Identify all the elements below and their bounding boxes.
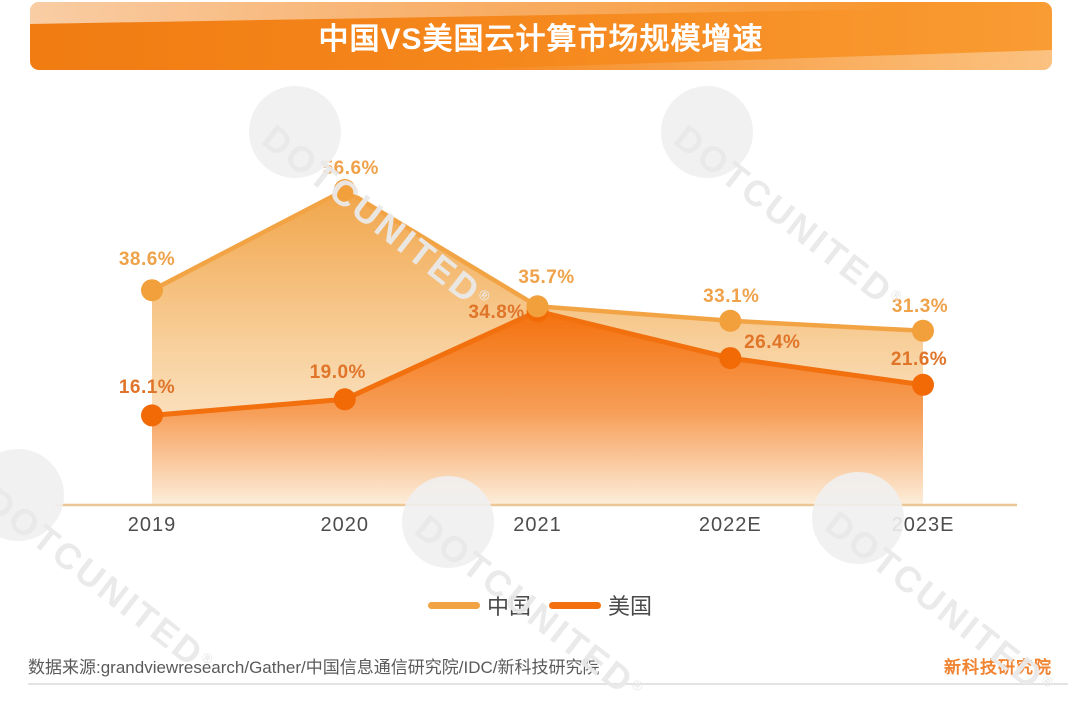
marker-美国-2022E	[719, 347, 742, 370]
data-label-美国-2020: 19.0%	[309, 362, 366, 384]
data-label-美国-2023E: 21.6%	[890, 348, 948, 370]
data-source-note: 数据来源:grandviewresearch/Gather/中国信息通信研究院/…	[28, 658, 600, 677]
legend: 中国 美国	[0, 589, 1080, 621]
data-label-中国-2021: 35.7%	[518, 267, 575, 289]
marker-中国-2021	[526, 295, 549, 318]
data-label-中国-2020: 56.6%	[322, 158, 379, 180]
marker-中国-2023E	[912, 319, 934, 342]
title-banner: 中国VS美国云计算市场规模增速	[30, 2, 1052, 70]
footer-divider	[28, 683, 1068, 685]
legend-item-美国: 美国	[549, 589, 652, 621]
page-title: 中国VS美国云计算市场规模增速	[318, 23, 764, 56]
data-label-美国-2021: 34.8%	[468, 302, 525, 324]
legend-item-中国: 中国	[427, 589, 531, 621]
marker-美国-2023E	[912, 373, 934, 396]
legend-label-中国: 中国	[486, 594, 531, 619]
marker-中国-2022E	[719, 309, 742, 332]
legend-swatch-中国	[427, 601, 480, 609]
data-label-美国-2022E: 26.4%	[744, 332, 801, 354]
x-tick-2023E: 2023E	[891, 514, 955, 536]
infographic: 中国VS美国云计算市场规模增速 38.6% 56.6% 35.7% 33.1% 31.3…	[0, 0, 1080, 686]
x-tick-2021: 2021	[513, 514, 562, 536]
data-label-中国-2022E: 33.1%	[703, 285, 760, 307]
data-label-中国-2023E: 31.3%	[891, 295, 949, 317]
area-chart	[55, 179, 1017, 507]
data-label-中国-2019: 38.6%	[118, 249, 176, 271]
marker-美国-2019	[141, 404, 163, 427]
legend-label-美国: 美国	[608, 594, 653, 619]
marker-美国-2020	[333, 388, 356, 411]
legend-swatch-美国	[549, 601, 601, 609]
x-tick-2020: 2020	[320, 514, 369, 536]
x-tick-2019: 2019	[127, 514, 177, 536]
data-label-美国-2019: 16.1%	[118, 377, 176, 399]
marker-中国-2020	[333, 179, 356, 201]
marker-中国-2019	[141, 279, 163, 302]
brand-label: 新科技研究院	[944, 658, 1052, 677]
x-tick-2022E: 2022E	[698, 514, 762, 536]
